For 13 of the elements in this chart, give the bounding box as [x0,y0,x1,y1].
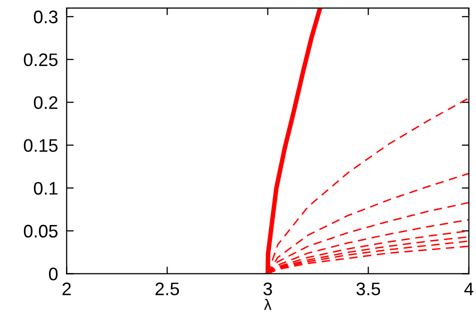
x-tick-label: 3.5 [356,282,380,296]
y-tick-label: 0.3 [34,10,58,24]
x-axis-title: λ [264,298,272,310]
y-tick-label: 0.15 [24,139,58,152]
y-tick-label: 0.1 [34,182,58,195]
x-tick-label: 2.5 [156,282,179,296]
y-tick-label: 0.05 [24,224,58,238]
y-tick-label: 0.2 [34,96,58,110]
x-tick-label: 3 [263,282,272,296]
y-tick-label: 0.25 [24,53,58,66]
x-tick-label: 2 [62,282,71,296]
x-tick-label: 4 [464,282,474,296]
y-tick-label: 0 [48,268,58,280]
